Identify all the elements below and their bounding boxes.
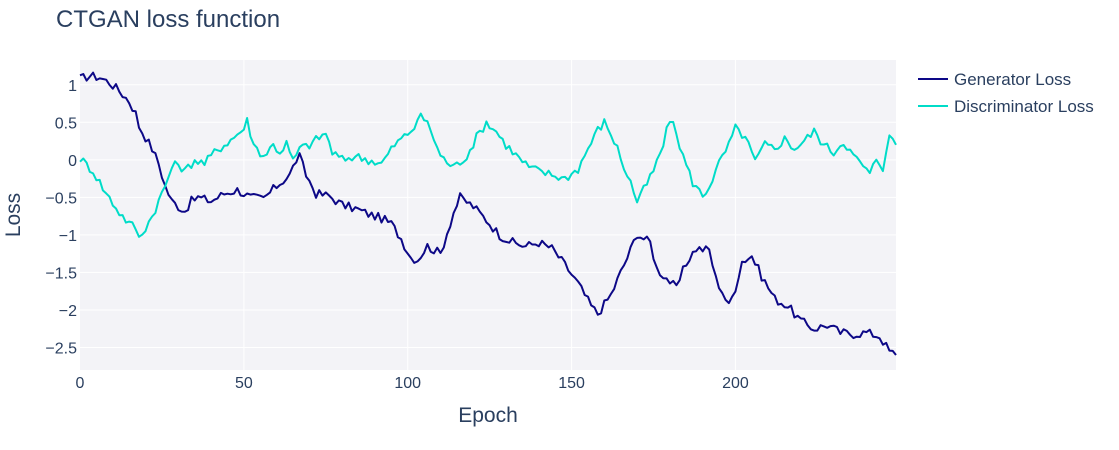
plot-background xyxy=(80,60,896,370)
chart-title: CTGAN loss function xyxy=(56,6,281,33)
y-tick-label: −0.5 xyxy=(45,190,77,207)
y-tick-label: −1.5 xyxy=(45,265,77,282)
legend-label: Generator Loss xyxy=(954,70,1071,89)
y-axis-title: Loss xyxy=(2,193,25,237)
legend-item-generator-loss[interactable]: Generator Loss xyxy=(918,70,1071,89)
y-tick-label: 0.5 xyxy=(55,115,77,132)
legend[interactable]: Generator Loss Discriminator Loss xyxy=(918,70,1094,116)
y-tick-label: 0 xyxy=(68,153,77,170)
x-tick-label: 50 xyxy=(235,375,253,392)
y-tick-label: 1 xyxy=(68,78,77,95)
x-tick-label: 150 xyxy=(558,375,585,392)
series-line-discriminator-loss xyxy=(79,112,897,238)
x-tick-label: 200 xyxy=(722,375,749,392)
y-tick-label: −2 xyxy=(59,303,77,320)
series-line-generator-loss xyxy=(79,71,897,356)
legend-label: Discriminator Loss xyxy=(954,97,1094,116)
y-tick-label: −2.5 xyxy=(45,340,77,357)
series-lines xyxy=(79,71,897,356)
x-tick-labels: 0 50 100 150 200 xyxy=(76,375,749,392)
x-gridlines xyxy=(243,60,736,370)
legend-item-discriminator-loss[interactable]: Discriminator Loss xyxy=(918,97,1094,116)
x-axis-title: Epoch xyxy=(458,404,518,427)
x-tick-label: 100 xyxy=(394,375,421,392)
y-tick-labels: 1 0.5 0 −0.5 −1 −1.5 −2 −2.5 xyxy=(45,78,77,358)
y-tick-label: −1 xyxy=(59,228,77,245)
x-tick-label: 0 xyxy=(76,375,85,392)
